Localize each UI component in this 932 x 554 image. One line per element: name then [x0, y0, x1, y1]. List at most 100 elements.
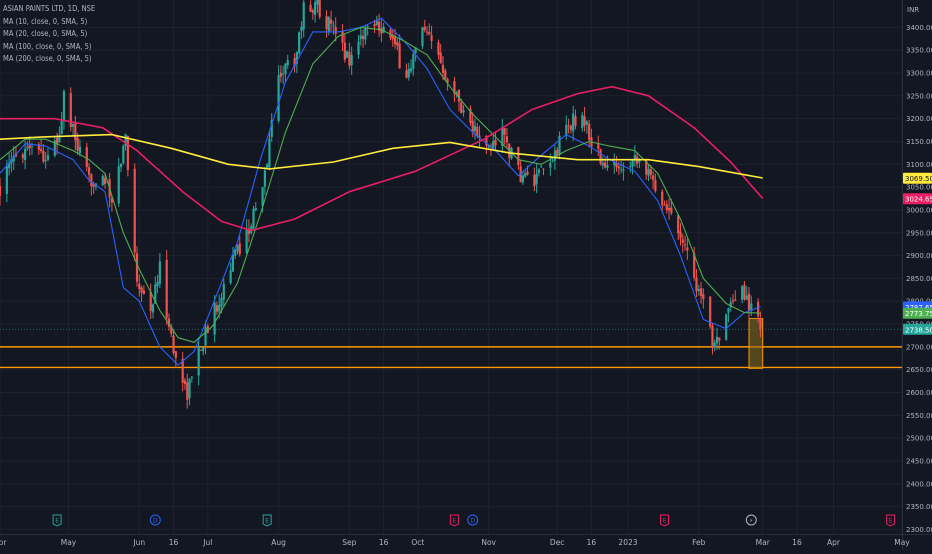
candle-body — [606, 165, 609, 168]
event-marker-news[interactable]: ⚡ — [745, 514, 757, 526]
candle — [469, 105, 472, 126]
candle — [357, 35, 360, 59]
candle — [398, 34, 401, 69]
candle — [588, 119, 591, 148]
candle-body — [588, 123, 591, 140]
candle-body — [309, 4, 312, 12]
candle — [188, 378, 191, 406]
candle — [26, 141, 29, 151]
candle — [206, 323, 209, 334]
candle-body — [103, 178, 107, 184]
price-axis[interactable]: INR 3400.00 3350.00 3300.00 3250.00 3200.00 31… — [906, 6, 932, 534]
candle-body — [489, 145, 493, 147]
candle-body — [238, 243, 241, 255]
event-marker-dividend[interactable]: D — [149, 514, 161, 526]
candle — [631, 160, 634, 175]
candle-body — [334, 26, 337, 34]
candle — [126, 135, 129, 177]
candle-body — [46, 155, 50, 160]
y-tick-label: 2950.00 — [906, 229, 932, 237]
event-marker-dividend[interactable]: D — [467, 514, 479, 526]
candle-body — [341, 31, 344, 43]
candle-body — [556, 149, 559, 156]
candle-body — [76, 137, 79, 151]
time-axis[interactable]: Apr May Jun 16 Jul Aug Sep 16 Oct Nov Dec 16 2023 Feb… — [0, 538, 910, 547]
indicator-ma10[interactable]: MA (10, close, 0, SMA, 5) — [3, 16, 88, 26]
candle-body — [382, 26, 385, 33]
candle-body — [270, 119, 273, 137]
candle-body — [693, 253, 696, 278]
candle — [90, 173, 93, 196]
candle — [380, 19, 383, 43]
candle — [439, 43, 442, 64]
candle-body — [505, 136, 509, 143]
candle-body — [133, 168, 136, 253]
candle — [40, 139, 43, 154]
event-marker-earnings[interactable]: E — [660, 514, 670, 527]
candle — [494, 131, 497, 150]
rectangle-zone[interactable] — [748, 318, 764, 369]
event-marker-earnings[interactable]: E — [449, 514, 459, 527]
price-badge: 3069.50 — [903, 172, 932, 184]
news-icon — [745, 514, 757, 526]
candle — [298, 31, 301, 55]
candle — [222, 278, 225, 308]
highlight-zones[interactable] — [748, 318, 764, 369]
event-marker-letter: E — [55, 518, 59, 525]
candle-body — [409, 68, 413, 72]
support-lines[interactable] — [0, 328, 902, 369]
indicator-ma200[interactable]: MA (200, close, 0, SMA, 5) — [3, 54, 92, 63]
candle — [250, 223, 253, 235]
candle — [197, 337, 200, 386]
candle — [341, 24, 344, 52]
x-tick-label: Dec — [550, 538, 565, 547]
x-tick-label: 16 — [792, 538, 802, 547]
candle-body — [453, 81, 456, 94]
event-marker-earnings[interactable]: E — [886, 514, 896, 527]
candle-body — [677, 215, 680, 234]
candle — [332, 21, 335, 35]
candle — [42, 143, 45, 164]
candle — [279, 65, 282, 83]
candle — [629, 161, 632, 173]
y-tick-label: 2900.00 — [906, 252, 932, 260]
candle-body — [731, 300, 735, 302]
indicator-ma20[interactable]: MA (20, close, 0, SMA, 5) — [3, 29, 88, 38]
event-marker-earnings[interactable]: E — [262, 514, 272, 527]
candle — [581, 111, 584, 132]
candle — [695, 269, 698, 298]
candle-body — [597, 144, 600, 149]
candle-body — [87, 167, 91, 175]
candle-body — [350, 54, 353, 66]
x-tick-label: 16 — [379, 538, 389, 547]
candle-body — [681, 239, 684, 244]
indicator-ma100[interactable]: MA (100, close, 0, SMA, 5) — [3, 41, 92, 51]
candle-body — [569, 125, 572, 130]
candle-body — [718, 337, 721, 341]
candle-body — [167, 318, 171, 327]
candle — [245, 219, 248, 255]
candle — [21, 152, 24, 164]
earnings-icon — [52, 514, 62, 527]
event-markers[interactable]: E D E E D E ⚡ E — [52, 514, 896, 527]
candle-body — [485, 135, 488, 146]
candle-body — [665, 204, 668, 211]
candle — [503, 128, 506, 145]
candle-body — [69, 93, 72, 127]
candle-body — [741, 286, 744, 300]
candle-body — [268, 138, 271, 168]
candle-body — [78, 146, 82, 154]
candle-body — [729, 302, 732, 308]
candle-body — [377, 21, 381, 31]
event-marker-letter: E — [265, 518, 269, 525]
symbol-title[interactable]: ASIAN PAINTS LTD, 1D, NSE — [3, 4, 96, 13]
candle-body — [441, 64, 445, 73]
candle — [501, 119, 504, 153]
candle-body — [110, 197, 113, 203]
event-marker-earnings[interactable]: E — [52, 514, 62, 527]
candle — [190, 376, 193, 383]
x-tick-label: May — [61, 538, 77, 547]
candle-body — [44, 160, 47, 161]
